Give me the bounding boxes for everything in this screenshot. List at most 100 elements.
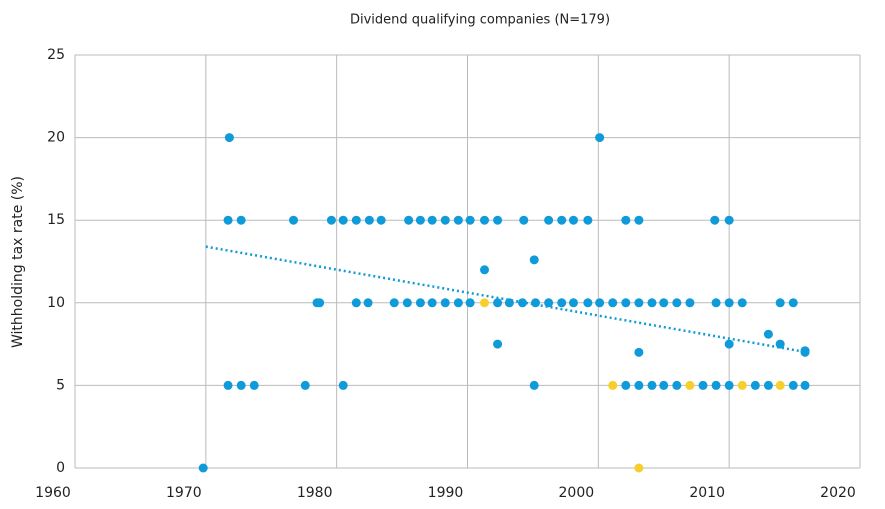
point [440, 215, 450, 225]
point [338, 215, 348, 225]
point [223, 215, 233, 225]
point [326, 215, 336, 225]
point [351, 215, 361, 225]
point [763, 380, 773, 390]
point [544, 298, 554, 308]
point [402, 298, 412, 308]
point [480, 298, 490, 308]
point [465, 298, 475, 308]
point [621, 215, 631, 225]
point [659, 380, 669, 390]
point [315, 298, 325, 308]
point [621, 380, 631, 390]
point [557, 215, 567, 225]
point [800, 380, 810, 390]
y-axis-label: Withholding tax rate (%) [10, 176, 26, 348]
point [493, 339, 503, 349]
x-tick-label: 1970 [166, 485, 202, 501]
point [685, 298, 695, 308]
y-tick-label: 0 [56, 460, 65, 476]
point [724, 215, 734, 225]
point [685, 380, 695, 390]
trendline [205, 245, 808, 354]
point [724, 380, 734, 390]
point [427, 298, 437, 308]
point [647, 380, 657, 390]
point [415, 298, 425, 308]
point [634, 380, 644, 390]
point [557, 298, 567, 308]
point [364, 215, 374, 225]
point [583, 298, 593, 308]
point [608, 298, 618, 308]
point [634, 463, 644, 473]
chart-title: Dividend qualifying companies (N=179) [350, 13, 610, 28]
point [583, 215, 593, 225]
point [453, 215, 463, 225]
point [711, 380, 721, 390]
x-tick-label: 1980 [297, 485, 333, 501]
point [223, 380, 233, 390]
point [724, 339, 734, 349]
point [427, 215, 437, 225]
point [634, 298, 644, 308]
point [737, 380, 747, 390]
point [376, 215, 386, 225]
point [750, 380, 760, 390]
point [775, 380, 785, 390]
point [529, 255, 539, 265]
point [763, 329, 773, 339]
point [568, 298, 578, 308]
point [737, 298, 747, 308]
point [595, 133, 605, 143]
point [568, 215, 578, 225]
point [788, 380, 798, 390]
point [659, 298, 669, 308]
point [634, 347, 644, 357]
point [493, 298, 503, 308]
point [698, 380, 708, 390]
point [529, 380, 539, 390]
point [440, 298, 450, 308]
point [711, 298, 721, 308]
x-tick-label: 2020 [820, 485, 856, 501]
point [236, 215, 246, 225]
point [621, 298, 631, 308]
point [389, 298, 399, 308]
y-tick-label: 10 [47, 295, 65, 311]
y-tick-label: 5 [56, 377, 65, 393]
x-tick-label: 1990 [428, 485, 464, 501]
point [634, 215, 644, 225]
point [465, 215, 475, 225]
point [672, 298, 682, 308]
point [351, 298, 361, 308]
point [288, 215, 298, 225]
point [404, 215, 414, 225]
y-tick-label: 25 [47, 47, 65, 63]
point [249, 380, 259, 390]
point [544, 215, 554, 225]
point [453, 298, 463, 308]
point [224, 133, 234, 143]
x-tick-label: 2000 [559, 485, 595, 501]
y-tick-label: 20 [47, 130, 65, 146]
point [608, 380, 618, 390]
x-tick-label: 1960 [35, 485, 71, 501]
point [480, 265, 490, 275]
point [236, 380, 246, 390]
point [710, 215, 720, 225]
point [338, 380, 348, 390]
point [493, 215, 503, 225]
point [647, 298, 657, 308]
x-tick-label: 2010 [689, 485, 725, 501]
point [519, 215, 529, 225]
point [724, 298, 734, 308]
y-tick-label: 15 [47, 212, 65, 228]
point [531, 298, 541, 308]
point [300, 380, 310, 390]
point [788, 298, 798, 308]
point [672, 380, 682, 390]
point [775, 298, 785, 308]
point [595, 298, 605, 308]
